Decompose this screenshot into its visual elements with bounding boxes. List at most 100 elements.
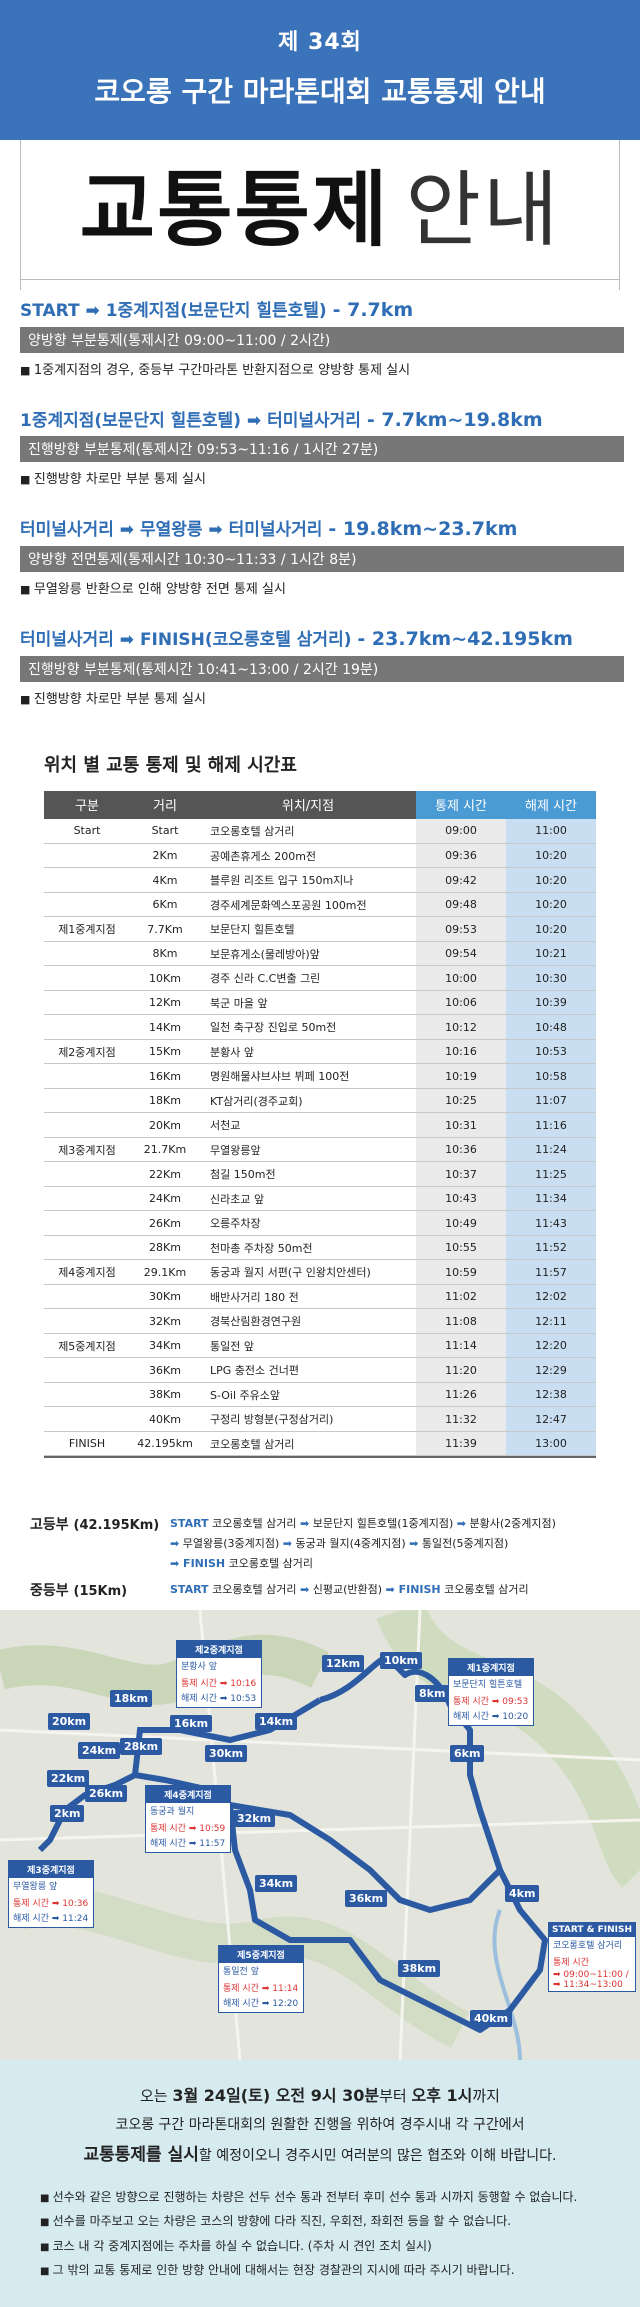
checkpoint-card: 제3중계지점 무열왕릉 앞 통제 시간 ➡ 10:36 해제 시간 ➡ 11:2… — [8, 1859, 94, 1928]
table-cell: 7.7Km — [130, 916, 200, 942]
senior-course: 고등부 (42.195Km) START 코오롱호텔 삼거리 ➡ 보문단지 힐튼… — [30, 1514, 620, 1573]
table-cell: 10:30 — [506, 965, 596, 991]
table-cell: 22Km — [130, 1161, 200, 1187]
table-cell: 제5중계지점 — [44, 1333, 130, 1359]
table-row: 6Km 경주세계문화엑스포공원 100m전 09:48 10:20 — [44, 892, 596, 918]
title-bold: 교통통제 — [79, 163, 390, 258]
route-text: 코오롱호텔 삼거리 — [208, 1517, 301, 1531]
route-via: 무열왕릉 — [139, 520, 203, 541]
table-cell: 무열왕릉앞 — [200, 1137, 416, 1163]
divider — [20, 140, 21, 290]
table-row: 4Km 블루원 리조트 입구 150m지나 09:42 10:20 — [44, 867, 596, 893]
col-header: 통제 시간 — [416, 790, 506, 819]
table-cell: 10:00 — [416, 965, 506, 991]
route-text: 코오롱호텔 삼거리 — [225, 1556, 314, 1570]
notice-item: 코스 내 각 중계지점에는 주차를 하실 수 없습니다. (주차 시 견인 조치… — [40, 2234, 600, 2259]
table-cell — [44, 892, 130, 918]
table-cell: 북군 마을 앞 — [200, 990, 416, 1016]
table-header-row: 구분 거리 위치/지점 통제 시간 해제 시간 — [44, 790, 596, 819]
title-light: 안내 — [405, 163, 561, 258]
table-cell: 12:38 — [506, 1382, 596, 1408]
km-marker: 16km — [170, 1714, 213, 1732]
table-cell: 12Km — [130, 990, 200, 1016]
course-label: 고등부 (42.195Km) — [30, 1517, 160, 1534]
section-note: 진행방향 차로만 부분 통제 실시 — [20, 688, 620, 707]
table-cell: 12:29 — [506, 1357, 596, 1383]
section-route: 1중계지점(보문단지 힐튼호텔) ➡ 터미널사거리 - 7.7km~19.8km — [20, 408, 620, 433]
table-cell: 10:31 — [416, 1112, 506, 1138]
middle-course: 중등부 (15Km) START 코오롱호텔 삼거리 ➡ 신평교(반환점) ➡ … — [30, 1580, 620, 1600]
route-to: FINISH(코오롱호텔 삼거리) — [139, 630, 352, 651]
table-cell: 40Km — [130, 1406, 200, 1432]
table-cell — [44, 965, 130, 991]
table-cell: 15Km — [130, 1039, 200, 1065]
table-cell: 10:39 — [506, 990, 596, 1016]
info-line: 교통통제를 실시할 예정이오니 경주시민 여러분의 많은 협조와 이해 바랍니다… — [83, 2144, 557, 2165]
table-cell: 12:47 — [506, 1406, 596, 1432]
route-from: 터미널사거리 — [20, 520, 114, 541]
table-cell: 신라초교 앞 — [200, 1186, 416, 1212]
table-cell: 4Km — [130, 867, 200, 893]
route-distance: - 23.7km~42.195km — [357, 628, 573, 651]
checkpoint-card: 제2중계지점 분황사 앞 통제 시간 ➡ 10:16 해제 시간 ➡ 10:53 — [176, 1639, 262, 1708]
table-cell — [44, 1161, 130, 1187]
notice-item: 선수와 같은 방향으로 진행하는 차량은 선두 선수 통과 전부터 후미 선수 … — [40, 2185, 600, 2210]
route-line: START 코오롱호텔 삼거리 ➡ 신평교(반환점) ➡ FINISH 코오롱호… — [170, 1580, 529, 1600]
table-cell: 제1중계지점 — [44, 916, 130, 942]
table-cell: 09:42 — [416, 867, 506, 893]
schedule-section: 위치 별 교통 통제 및 해제 시간표 구분 거리 위치/지점 통제 시간 해제… — [0, 737, 640, 1459]
table-cell: 경주세계문화엑스포공원 100m전 — [200, 892, 416, 918]
notice-item: 그 밖의 교통 통제로 인한 방향 안내에 대해서는 현장 경찰관의 지시에 따… — [40, 2258, 600, 2283]
table-cell: 구정리 방형분(구정삼거리) — [200, 1406, 416, 1432]
section-1: START ➡ 1중계지점(보문단지 힐튼호텔) - 7.7km 양방향 부분통… — [20, 298, 624, 378]
arrow-icon: ➡ — [170, 1537, 180, 1551]
table-cell: 코오롱호텔 삼거리 — [200, 1431, 416, 1457]
table-cell: 26Km — [130, 1210, 200, 1236]
table-row: 14Km 일천 축구장 진입로 50m전 10:12 10:48 — [44, 1014, 596, 1040]
table-cell: FINISH — [44, 1431, 130, 1457]
table-cell: 36Km — [130, 1357, 200, 1383]
table-row: 30Km 배반사거리 180 전 11:02 12:02 — [44, 1284, 596, 1310]
table-cell: 11:16 — [506, 1112, 596, 1138]
table-row: 제1중계지점 7.7Km 보문단지 힐튼호텔 09:53 10:20 — [44, 916, 596, 942]
table-row: FINISH 42.195km 코오롱호텔 삼거리 11:39 13:00 — [44, 1431, 596, 1457]
table-cell: 보문휴게소(물레방아)앞 — [200, 941, 416, 967]
arrow-icon: ➡ — [300, 1517, 310, 1531]
route-distance: - 7.7km~19.8km — [366, 408, 543, 431]
table-row: 10Km 경주 신라 C.C변출 그린 10:00 10:30 — [44, 965, 596, 991]
table-row: 16Km 명원해물샤브샤브 뷔페 100전 10:19 10:58 — [44, 1063, 596, 1089]
arrow-icon: ➡ — [246, 410, 262, 431]
table-cell: 12:02 — [506, 1284, 596, 1310]
table-cell — [44, 990, 130, 1016]
info-footer: 오는 3월 24일(토) 오전 9시 30분부터 오후 1시까지 코오롱 구간 … — [0, 2059, 640, 2307]
table-title: 위치 별 교통 통제 및 해제 시간표 — [44, 754, 297, 776]
table-cell: 11:32 — [416, 1406, 506, 1432]
map-canvas — [0, 1609, 640, 2060]
table-cell: 오릉주차장 — [200, 1210, 416, 1236]
table-row: 12Km 북군 마을 앞 10:06 10:39 — [44, 990, 596, 1016]
control-bar: 진행방향 부분통제(통제시간 10:41~13:00 / 2시간 19분) — [20, 655, 624, 682]
edition-label: 제 34회 — [278, 30, 362, 55]
table-row: 2Km 공예촌휴게소 200m전 09:36 10:20 — [44, 843, 596, 869]
route-line: ➡ 무열왕릉(3중계지점) ➡ 동궁과 월지(4중계지점) ➡ 통일전(5중계지… — [170, 1534, 556, 1554]
km-marker: 30km — [205, 1744, 248, 1762]
table-cell: 09:48 — [416, 892, 506, 918]
km-marker: 36km — [345, 1889, 388, 1907]
table-cell: 통일전 앞 — [200, 1333, 416, 1359]
section-note: 무열왕릉 반환으로 인해 양방향 전면 통제 실시 — [20, 578, 620, 597]
table-cell — [44, 1235, 130, 1261]
table-cell: 11:26 — [416, 1382, 506, 1408]
control-bar: 진행방향 부분통제(통제시간 09:53~11:16 / 1시간 27분) — [20, 436, 624, 463]
table-cell: 11:02 — [416, 1284, 506, 1310]
table-cell: 10:06 — [416, 990, 506, 1016]
checkpoint-card: 제1중계지점 보문단지 힐튼호텔 통제 시간 ➡ 09:53 해제 시간 ➡ 1… — [448, 1657, 534, 1726]
km-marker: 24km — [78, 1741, 121, 1759]
info-line: 코오롱 구간 마라톤대회의 원활한 진행을 위하여 경주시내 각 구간에서 — [115, 2116, 525, 2133]
table-cell: 10:49 — [416, 1210, 506, 1236]
table-cell: 20Km — [130, 1112, 200, 1138]
table-cell: 14Km — [130, 1014, 200, 1040]
table-cell — [44, 1284, 130, 1310]
table-cell: 공예촌휴게소 200m전 — [200, 843, 416, 869]
km-marker: 2km — [50, 1804, 85, 1822]
table-row: 제5중계지점 34Km 통일전 앞 11:14 12:20 — [44, 1333, 596, 1359]
